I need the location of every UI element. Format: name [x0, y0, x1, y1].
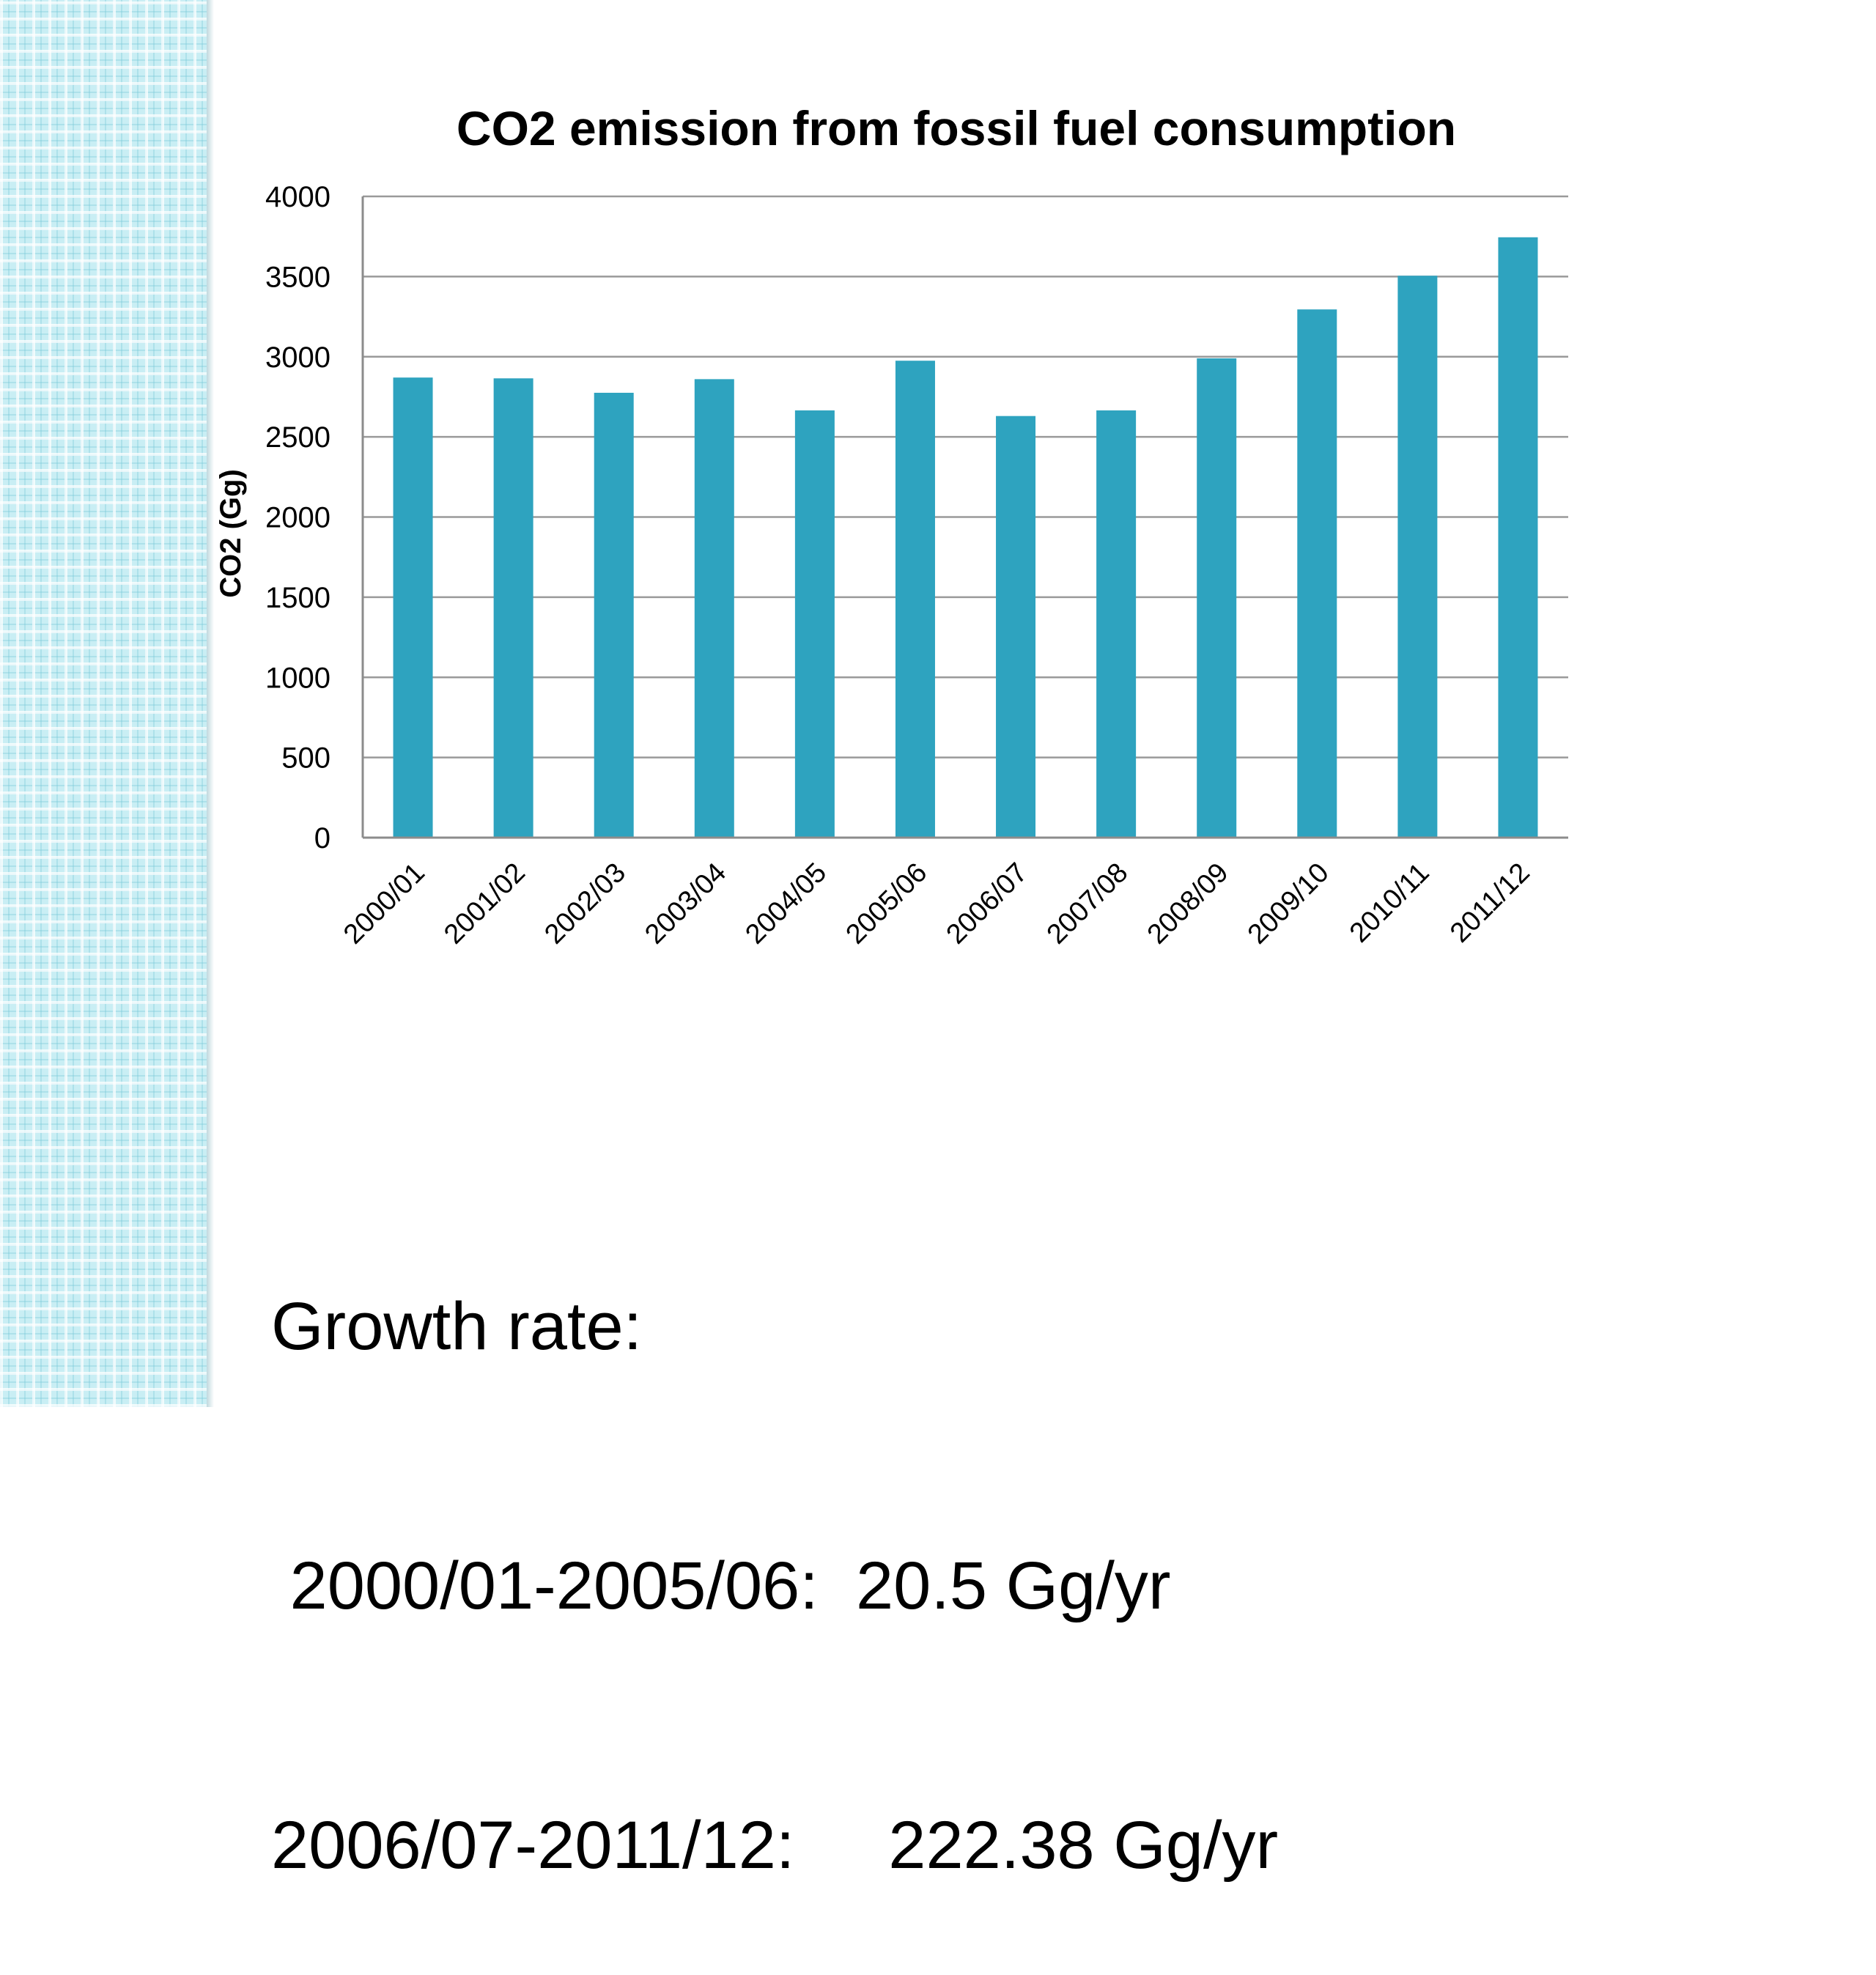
bar-2003-04 — [694, 379, 734, 838]
x-tick-label: 2010/11 — [1344, 857, 1436, 949]
decorative-sidebar — [0, 0, 207, 1407]
x-tick-label: 2007/08 — [1041, 857, 1134, 950]
bar-2002-03 — [594, 392, 634, 838]
y-tick-label: 4000 — [265, 181, 330, 213]
bar-2007-08 — [1096, 410, 1137, 838]
sidebar-shadow — [207, 0, 214, 1407]
x-tick-label: 2002/03 — [539, 857, 632, 950]
x-tick-label: 2004/05 — [739, 857, 832, 950]
y-tick-label: 1500 — [265, 582, 330, 614]
bar-2011-12 — [1498, 237, 1538, 838]
growth-rate-notes: Growth rate: 2000/01-2005/06: 20.5 Gg/yr… — [271, 1110, 1278, 1975]
chart-title: CO2 emission from fossil fuel consumptio… — [457, 101, 1456, 155]
gridlines — [363, 195, 1568, 758]
bar-2009-10 — [1297, 309, 1337, 838]
y-tick-label: 2500 — [265, 421, 330, 454]
growth-rate-line-2: 2006/07-2011/12: 222.38 Gg/yr — [271, 1808, 1279, 1883]
y-axis-ticks: 0 500 1000 1500 2000 2500 3000 3500 4000 — [265, 181, 330, 854]
bar-2010-11 — [1397, 276, 1438, 838]
bar-2008-09 — [1197, 358, 1237, 838]
y-tick-label: 0 — [314, 822, 330, 854]
growth-rate-heading: Growth rate: — [271, 1289, 643, 1364]
x-tick-label: 2001/02 — [438, 857, 531, 950]
y-tick-label: 1000 — [265, 662, 330, 694]
bar-2004-05 — [794, 410, 835, 838]
bar-2006-07 — [996, 416, 1036, 838]
x-tick-label: 2005/06 — [840, 857, 933, 950]
x-tick-label: 2011/12 — [1444, 857, 1536, 949]
y-tick-label: 500 — [281, 742, 330, 775]
x-tick-label: 2009/10 — [1242, 857, 1335, 950]
x-tick-label: 2000/01 — [338, 857, 431, 950]
y-tick-label: 2000 — [265, 502, 330, 534]
y-tick-label: 3500 — [265, 261, 330, 293]
growth-rate-line-1: 2000/01-2005/06: 20.5 Gg/yr — [271, 1548, 1171, 1623]
x-tick-label: 2003/04 — [639, 857, 732, 950]
bar-2000-01 — [393, 377, 433, 838]
bars — [393, 237, 1538, 838]
bar-2001-02 — [493, 378, 533, 838]
bar-chart: CO2 emission from fossil fuel consumptio… — [215, 101, 1568, 950]
y-tick-label: 3000 — [265, 342, 330, 374]
y-axis-label: CO2 (Gg) — [215, 469, 247, 598]
x-tick-label: 2006/07 — [941, 857, 1034, 950]
x-tick-label: 2008/09 — [1142, 857, 1235, 950]
bar-2005-06 — [895, 361, 935, 838]
x-axis-ticks: 2000/01 2001/02 2002/03 2003/04 2004/05 2005/… — [338, 857, 1536, 950]
